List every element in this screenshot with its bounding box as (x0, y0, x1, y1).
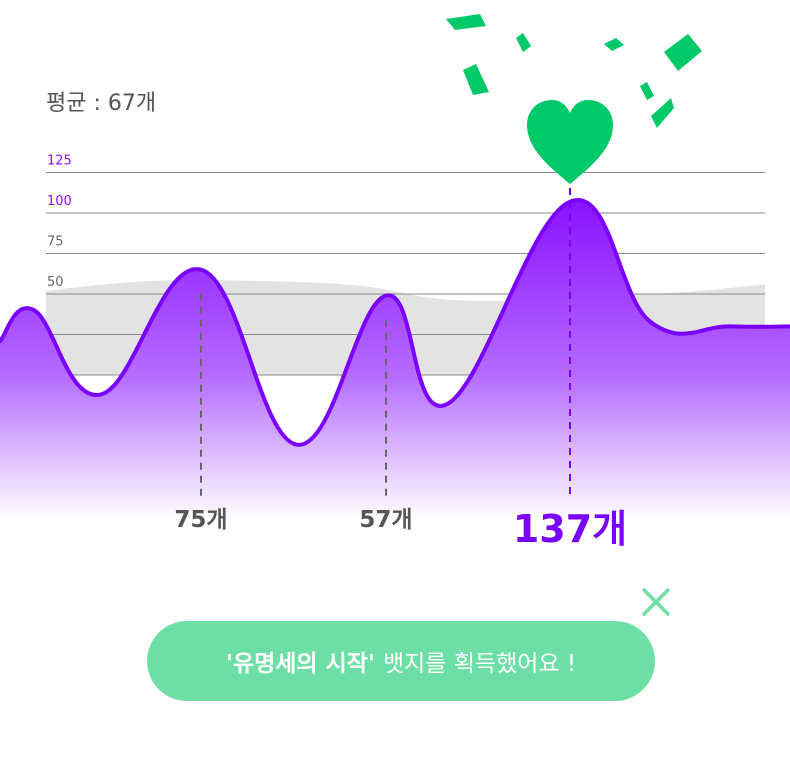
series-area (0, 200, 790, 520)
data-label: 137개 (513, 507, 627, 551)
confetti-piece (604, 38, 624, 51)
confetti-piece (651, 98, 674, 128)
confetti-piece (516, 33, 531, 52)
badge-name: '유명세의 시작' (225, 651, 375, 677)
confetti-piece (640, 82, 654, 100)
label-layer: 75개 57개 137개 (174, 507, 627, 551)
series-area-layer (0, 198, 790, 520)
confetti-piece (463, 64, 489, 95)
heart-icon (527, 100, 613, 184)
y-tick-label: 75 (47, 235, 64, 250)
confetti-piece (446, 14, 486, 30)
data-label: 75개 (174, 507, 227, 533)
close-icon[interactable] (639, 585, 673, 619)
confetti-piece (664, 34, 702, 71)
badge-message: 뱃지를 획득했어요 ! (382, 651, 577, 677)
confetti (446, 14, 702, 128)
data-label: 57개 (359, 507, 412, 533)
y-tick-label: 100 (47, 194, 72, 209)
series-line (0, 198, 790, 447)
y-tick-label: 125 (47, 154, 72, 169)
average-label: 평균 : 67개 (46, 91, 156, 116)
y-tick-label: 50 (47, 275, 64, 290)
badge-notice: '유명세의 시작' 뱃지를 획득했어요 ! (147, 621, 655, 701)
guide-layer (200, 188, 571, 497)
